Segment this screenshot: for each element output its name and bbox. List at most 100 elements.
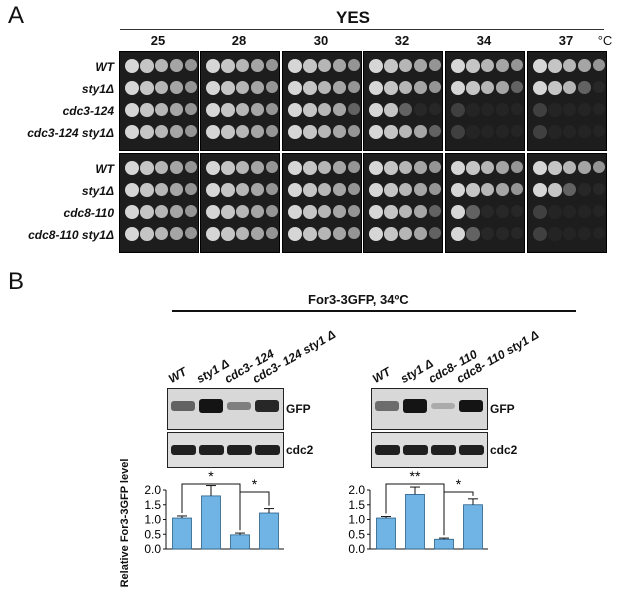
colony-spot	[414, 125, 427, 138]
colony-spot	[333, 161, 346, 174]
colony-spot	[125, 125, 139, 139]
colony-spot	[593, 125, 605, 137]
colony-spot	[563, 125, 576, 138]
temperature-label: 25	[150, 33, 166, 48]
colony-spot	[399, 183, 412, 196]
colony-spot	[496, 227, 509, 240]
strain-label: cdc3-124 sty1Δ	[27, 126, 114, 140]
colony-spot	[125, 183, 139, 197]
strain-label: cdc8-110 sty1Δ	[28, 228, 114, 242]
colony-spot	[303, 103, 317, 117]
colony-spot	[496, 125, 509, 138]
colony-spot	[533, 103, 547, 117]
significance-bracket	[443, 491, 474, 536]
colony-spot	[288, 103, 302, 117]
cdc2-band	[403, 445, 428, 455]
colony-spot	[384, 161, 398, 175]
cdc2-band	[431, 445, 456, 455]
significance-label: *	[252, 476, 258, 492]
colony-spot	[481, 205, 494, 218]
colony-spot	[563, 161, 576, 174]
colony-spot	[266, 59, 278, 71]
colony-spot	[511, 161, 523, 173]
colony-spot	[140, 205, 154, 219]
colony-spot	[266, 205, 278, 217]
colony-spot	[155, 183, 168, 196]
temperature-label: 34	[476, 33, 492, 48]
colony-spot	[333, 59, 346, 72]
colony-spot	[369, 161, 383, 175]
agar-plate	[363, 153, 443, 253]
panel-a-title: YES	[336, 8, 371, 27]
colony-spot	[451, 183, 465, 197]
colony-spot	[170, 103, 183, 116]
colony-spot	[429, 103, 441, 115]
colony-spot	[251, 103, 264, 116]
colony-spot	[511, 81, 523, 93]
agar-plate	[527, 51, 607, 151]
cdc2-band	[227, 445, 252, 455]
colony-spot	[466, 161, 480, 175]
agar-plate	[119, 51, 199, 151]
colony-spot	[451, 205, 465, 219]
colony-spot	[333, 205, 346, 218]
temperature-label: 32	[394, 33, 410, 48]
y-tick-label: 0.5	[348, 527, 365, 541]
colony-spot	[399, 227, 412, 240]
colony-spot	[170, 161, 183, 174]
gfp-band	[255, 400, 279, 412]
colony-spot	[451, 125, 465, 139]
bar	[230, 534, 250, 550]
colony-spot	[185, 227, 197, 239]
strain-label: cdc8-110	[63, 206, 114, 220]
colony-spot	[236, 227, 249, 240]
colony-spot	[481, 161, 494, 174]
gfp-band	[431, 402, 455, 410]
gfp-band	[375, 401, 399, 411]
colony-spot	[496, 183, 509, 196]
colony-spot	[563, 183, 576, 196]
colony-spot	[451, 161, 465, 175]
colony-spot	[429, 227, 441, 239]
colony-spot	[140, 183, 154, 197]
colony-spot	[466, 125, 480, 139]
colony-spot	[429, 205, 441, 217]
bar	[434, 538, 454, 550]
colony-spot	[466, 103, 480, 117]
gfp-band	[227, 401, 251, 411]
agar-plate	[200, 153, 280, 253]
colony-spot	[140, 59, 154, 73]
colony-spot	[593, 161, 605, 173]
colony-spot	[496, 161, 509, 174]
colony-spot	[266, 81, 278, 93]
colony-spot	[333, 103, 346, 116]
colony-spot	[236, 161, 249, 174]
temperature-label: 37	[558, 33, 574, 48]
title-underline	[120, 29, 604, 30]
colony-spot	[303, 125, 317, 139]
colony-spot	[563, 81, 576, 94]
colony-spot	[414, 81, 427, 94]
colony-spot	[155, 205, 168, 218]
colony-spot	[333, 125, 346, 138]
gfp-band	[459, 399, 483, 413]
strain-label: sty1Δ	[81, 184, 114, 198]
colony-spot	[236, 81, 249, 94]
colony-spot	[125, 59, 139, 73]
panel-b-title: For3-3GFP, 34ºC	[308, 292, 409, 307]
colony-spot	[206, 125, 220, 139]
colony-spot	[206, 227, 220, 241]
colony-spot	[185, 161, 197, 173]
gfp-label: GFP	[490, 402, 515, 416]
colony-spot	[221, 183, 235, 197]
colony-spot	[348, 81, 360, 93]
bar	[376, 517, 396, 550]
colony-spot	[348, 103, 360, 115]
colony-spot	[511, 59, 523, 71]
colony-spot	[185, 125, 197, 137]
colony-spot	[481, 59, 494, 72]
colony-spot	[251, 161, 264, 174]
colony-spot	[414, 205, 427, 218]
strain-label: WT	[95, 60, 114, 74]
colony-spot	[140, 81, 154, 95]
